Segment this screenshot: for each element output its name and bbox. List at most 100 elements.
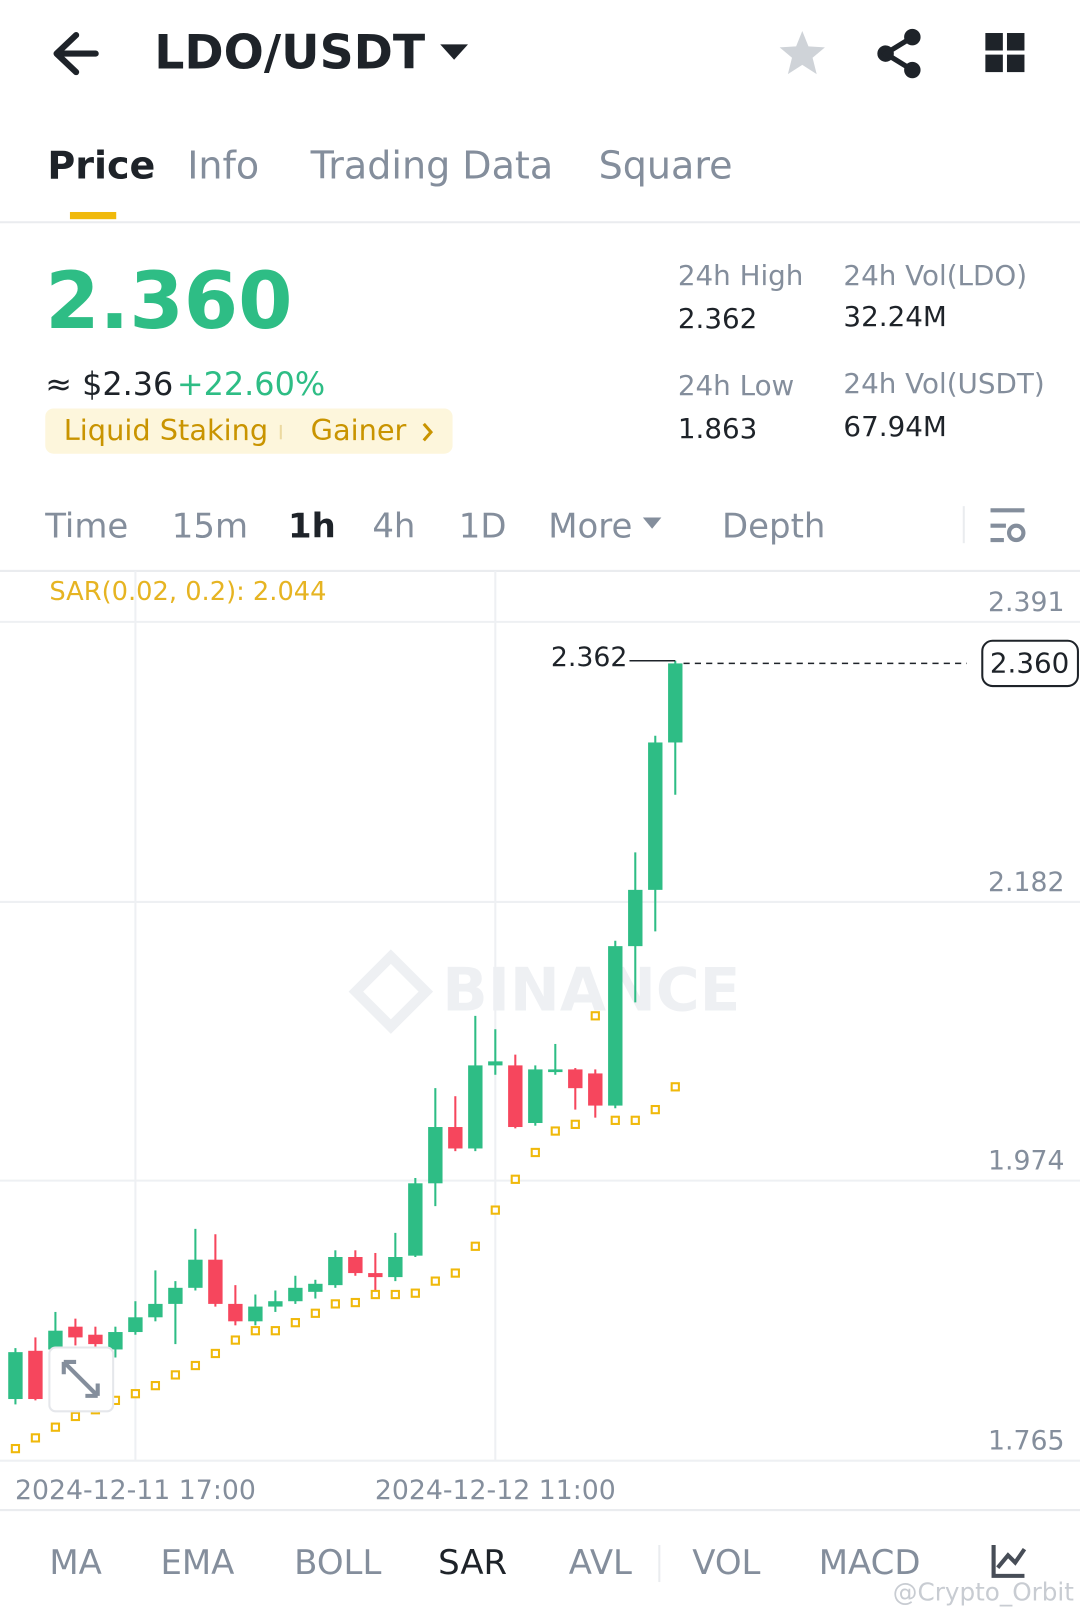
- candle-body: [408, 1183, 423, 1256]
- stat-label: 24h High: [678, 259, 804, 292]
- candle-body: [588, 1073, 603, 1106]
- sar-dot: [390, 1289, 400, 1300]
- candle-body: [208, 1259, 223, 1304]
- stat-value: 32.24M: [843, 300, 946, 333]
- indicator[interactable]: MA: [49, 1543, 101, 1583]
- sar-dot: [510, 1174, 520, 1184]
- sar-dot: [70, 1411, 81, 1422]
- grid-cell: [1006, 54, 1025, 73]
- interval[interactable]: Depth: [722, 506, 825, 546]
- interval[interactable]: 1D: [459, 506, 507, 546]
- candle-body: [168, 1287, 183, 1304]
- candle-body: [668, 663, 683, 743]
- tag-bar[interactable]: [45, 408, 453, 454]
- price-change: +22.60%: [177, 365, 325, 403]
- indicator[interactable]: EMA: [160, 1543, 234, 1583]
- grid-cell: [985, 54, 1003, 73]
- interval[interactable]: 4h: [372, 506, 415, 546]
- y-tick-label: 2.391: [988, 587, 1065, 618]
- indicator[interactable]: VOL: [692, 1543, 760, 1583]
- sar-dot: [470, 1241, 480, 1251]
- interval[interactable]: More: [548, 506, 632, 546]
- sar-dot: [50, 1422, 61, 1432]
- candle-body: [48, 1330, 63, 1350]
- tab[interactable]: Square: [599, 143, 733, 187]
- favorite-star[interactable]: [779, 30, 825, 75]
- candle-body: [8, 1352, 23, 1400]
- sar-dot: [430, 1276, 440, 1286]
- indicator[interactable]: AVL: [569, 1543, 632, 1583]
- y-tick-label: 1.765: [988, 1426, 1065, 1457]
- candle-body: [248, 1306, 263, 1322]
- back-button[interactable]: [53, 31, 99, 76]
- grid-menu[interactable]: [985, 33, 1025, 73]
- sar-dot: [530, 1147, 540, 1158]
- candle-body: [88, 1334, 103, 1345]
- tab[interactable]: Price: [47, 143, 155, 187]
- credit: @Crypto_Orbit: [893, 1577, 1074, 1606]
- share-button[interactable]: [877, 28, 921, 79]
- tab[interactable]: Trading Data: [310, 143, 554, 187]
- interval[interactable]: Time: [44, 506, 128, 546]
- tab[interactable]: Info: [187, 143, 259, 187]
- share-lines: [880, 34, 914, 73]
- candle-body: [148, 1303, 163, 1318]
- candle-body: [328, 1257, 343, 1286]
- candle-body: [188, 1259, 203, 1288]
- back-arrow: [53, 31, 99, 76]
- candle-body: [68, 1326, 83, 1338]
- indicator[interactable]: SAR: [438, 1543, 507, 1583]
- interval[interactable]: 1h: [288, 506, 336, 546]
- sar-dot: [370, 1289, 380, 1300]
- sar-dot: [270, 1326, 280, 1336]
- sar-dot: [170, 1370, 181, 1380]
- last-price: 2.360: [45, 256, 292, 347]
- chart-settings[interactable]: [990, 508, 1026, 543]
- stat-label: 24h Low: [678, 369, 794, 402]
- candle-body: [448, 1127, 463, 1149]
- sar-dot: [490, 1205, 500, 1215]
- pair-title[interactable]: LDO/USDT: [154, 26, 426, 81]
- candle-body: [628, 889, 643, 947]
- tab-indicator: [69, 211, 117, 220]
- candle-body: [308, 1283, 323, 1292]
- watermark-logo: [348, 949, 434, 1034]
- interval[interactable]: 15m: [172, 506, 248, 546]
- sar-dot: [410, 1288, 420, 1298]
- settings-lines: [990, 508, 1025, 543]
- sar-dot: [230, 1335, 241, 1345]
- tag[interactable]: Liquid Staking: [64, 413, 268, 447]
- last-price-label: 2.360: [990, 646, 1070, 679]
- sar-dot: [670, 1082, 680, 1092]
- tag[interactable]: Gainer: [311, 413, 407, 447]
- candlestick-chart: 1.765 1.974 2.182 2.391 2024-12-11 17:00 2024…: [0, 570, 1080, 1506]
- indicator-settings[interactable]: [991, 1545, 1027, 1578]
- candle-body: [368, 1273, 383, 1278]
- sar-dot: [30, 1433, 41, 1443]
- y-tick-label: 1.974: [988, 1146, 1065, 1177]
- y-tick-label: 2.182: [988, 867, 1065, 898]
- candle-body: [528, 1069, 543, 1124]
- more-caret: [642, 517, 662, 529]
- stat-value: 1.863: [678, 412, 758, 445]
- candle-body: [548, 1069, 563, 1073]
- sar-dot: [450, 1268, 460, 1278]
- sar-dot: [310, 1308, 320, 1318]
- candle-body: [428, 1127, 443, 1184]
- sar-dot: [330, 1299, 340, 1309]
- sar-dot: [610, 1115, 620, 1125]
- stat-value: 67.94M: [843, 410, 946, 443]
- pair-dropdown[interactable]: [440, 44, 468, 60]
- sar-dot: [350, 1297, 360, 1308]
- sar-dot: [630, 1115, 640, 1125]
- candle-body: [268, 1301, 283, 1307]
- x-tick-label: 2024-12-11 17:00: [15, 1475, 256, 1506]
- candle-body: [28, 1350, 43, 1400]
- settings-gear: [1006, 523, 1026, 543]
- indicator[interactable]: BOLL: [294, 1543, 381, 1583]
- indicator[interactable]: MACD: [819, 1543, 921, 1583]
- expand-button[interactable]: [48, 1346, 115, 1413]
- candle-body: [288, 1287, 303, 1302]
